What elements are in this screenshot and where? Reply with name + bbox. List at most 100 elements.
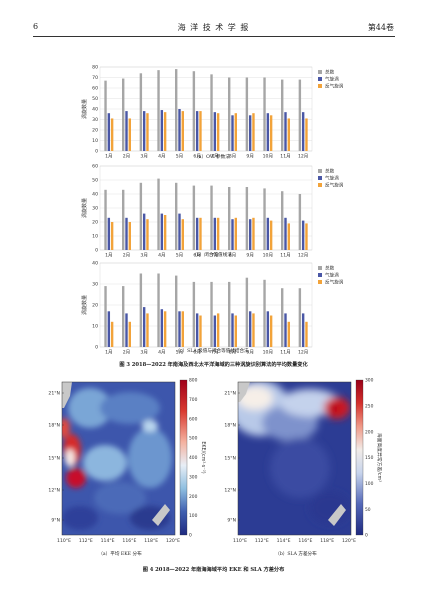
x-tick-label: 7月 xyxy=(211,350,219,356)
bar-total xyxy=(104,189,107,250)
lon-tick-label: 118°E xyxy=(320,538,334,544)
bar-cyclonic xyxy=(178,213,181,250)
bar-cyclonic xyxy=(231,313,234,347)
map-b-caption: （b）SLA 方差分布 xyxy=(275,552,317,557)
x-tick-label: 10月 xyxy=(263,154,273,160)
bar-total xyxy=(192,281,196,347)
legend-swatch xyxy=(318,77,322,81)
bar-total xyxy=(298,194,302,250)
lat-tick-label: 12°N xyxy=(48,488,60,494)
x-tick-label: 3月 xyxy=(140,253,148,259)
legend-label: 反气旋涡 xyxy=(325,182,344,189)
bar-anticyclonic xyxy=(110,222,114,250)
x-tick-label: 6月 xyxy=(193,154,201,160)
bar-total xyxy=(122,189,125,250)
x-tick-label: 10月 xyxy=(263,350,273,356)
y-axis-label: 涡旋数量 xyxy=(81,198,88,218)
bar-cyclonic xyxy=(284,313,287,347)
bar-cyclonic xyxy=(125,217,128,250)
legend-swatch xyxy=(318,169,322,173)
bar-cyclonic xyxy=(213,315,217,347)
bar-anticyclonic xyxy=(199,111,202,151)
colorbar-tick-label: 100 xyxy=(365,481,374,487)
bar-total xyxy=(139,182,143,250)
lon-tick-label: 114°E xyxy=(277,538,291,544)
bar-anticyclonic xyxy=(128,321,131,347)
bar-anticyclonic xyxy=(305,223,308,250)
bar-cyclonic xyxy=(195,313,199,347)
x-tick-label: 6月 xyxy=(193,253,201,259)
bar-total xyxy=(228,77,231,151)
lon-tick-label: 110°E xyxy=(233,538,247,544)
bar-anticyclonic xyxy=(252,217,255,250)
legend-swatch xyxy=(318,183,322,187)
legend-label: 反气旋涡 xyxy=(325,83,344,90)
y-tick-label: 40 xyxy=(92,261,98,267)
lat-tick-label: 9°N xyxy=(227,518,236,524)
bar-cyclonic xyxy=(266,217,270,250)
bar-cyclonic xyxy=(301,313,305,347)
bar-anticyclonic xyxy=(216,113,220,151)
lon-tick-label: 118°E xyxy=(144,538,158,544)
bar-chart-3: 0 10 20 30 40 涡旋数量 1月 2月 3月 4月 5月 6月 7月 8月 9月 10月 11月 12月… xyxy=(81,261,344,356)
bar-cyclonic xyxy=(125,313,128,347)
bar-anticyclonic xyxy=(146,113,149,151)
legend-swatch xyxy=(318,280,322,284)
x-tick-label: 11月 xyxy=(280,154,290,160)
bar-cyclonic xyxy=(160,110,164,151)
colorbar-tick-label: 0 xyxy=(189,533,192,539)
y-tick-label: 60 xyxy=(92,164,98,170)
sla-colorbar xyxy=(355,379,364,536)
colorbar-tick-label: 300 xyxy=(189,474,198,480)
x-tick-label: 2月 xyxy=(123,253,131,259)
bar-total xyxy=(139,273,143,347)
eke-colorbar xyxy=(179,379,188,536)
colorbar-tick-label: 400 xyxy=(189,455,198,461)
panel-a-caption: （a）OW 参数法 xyxy=(194,155,230,160)
bar-cyclonic xyxy=(107,311,111,347)
x-tick-label: 9月 xyxy=(246,154,254,160)
legend-label: 气旋涡 xyxy=(325,175,339,182)
plot-frame xyxy=(99,262,313,348)
y-tick-label: 30 xyxy=(92,282,98,288)
colorbar-tick-label: 50 xyxy=(365,507,371,513)
bar-cyclonic xyxy=(125,111,128,151)
bar-anticyclonic xyxy=(269,115,273,151)
lon-tick-label: 116°E xyxy=(122,538,136,544)
x-tick-label: 10月 xyxy=(263,253,273,259)
x-tick-label: 12月 xyxy=(298,253,308,259)
bar-anticyclonic xyxy=(269,315,273,347)
lat-tick-label: 15°N xyxy=(48,456,60,462)
bar-anticyclonic xyxy=(234,113,237,151)
bar-total xyxy=(263,188,266,250)
bar-cyclonic xyxy=(107,113,111,151)
plot-frame xyxy=(99,66,313,152)
colorbar-tick-label: 200 xyxy=(189,494,198,500)
colorbar-tick-label: 600 xyxy=(189,416,198,422)
colorbar-tick-label: 0 xyxy=(365,533,368,539)
y-tick-label: 80 xyxy=(92,65,98,71)
bar-total xyxy=(210,74,213,151)
x-tick-label: 5月 xyxy=(176,154,184,160)
bar-total xyxy=(104,80,107,151)
x-tick-label: 7月 xyxy=(211,154,219,160)
bar-anticyclonic xyxy=(110,118,114,151)
x-tick-label: 6月 xyxy=(193,350,201,356)
bar-total xyxy=(245,277,249,347)
y-tick-label: 30 xyxy=(92,206,98,212)
bar-anticyclonic xyxy=(128,222,131,250)
colorbar-tick-label: 100 xyxy=(189,513,198,519)
page-number: 6 xyxy=(33,22,39,31)
legend-label: 总数 xyxy=(325,168,335,175)
colorbar-label: EKE/(cm²·s⁻²) xyxy=(200,441,206,473)
y-tick-label: 20 xyxy=(92,220,98,226)
x-tick-label: 8月 xyxy=(229,350,237,356)
lon-tick-label: 112°E xyxy=(255,538,269,544)
lat-tick-label: 21°N xyxy=(224,391,236,397)
bar-total xyxy=(104,286,107,347)
lon-tick-label: 120°E xyxy=(342,538,356,544)
legend-swatch xyxy=(318,273,322,277)
bar-total xyxy=(263,77,266,151)
bar-total xyxy=(122,286,125,347)
bar-total xyxy=(175,182,178,250)
